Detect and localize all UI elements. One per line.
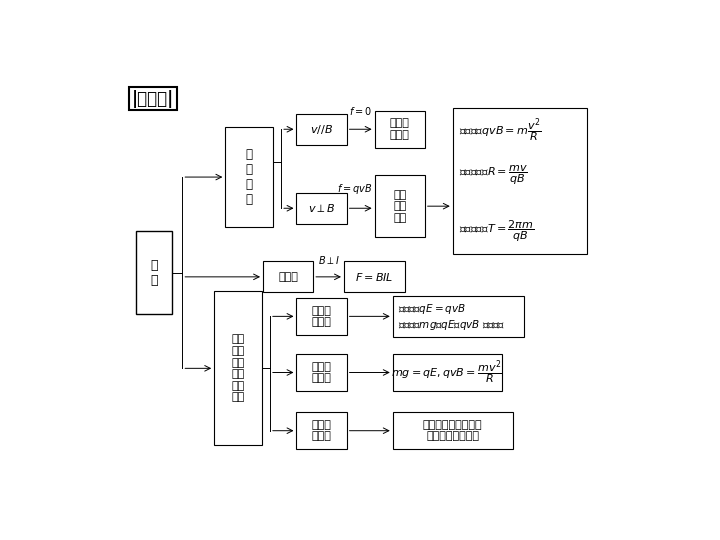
- Bar: [392, 354, 502, 391]
- Bar: [297, 412, 347, 449]
- Bar: [297, 354, 347, 391]
- Text: 无重力：$qE=qvB$: 无重力：$qE=qvB$: [398, 302, 467, 316]
- Text: 安培力: 安培力: [278, 272, 298, 282]
- Text: 磁
场: 磁 场: [150, 259, 158, 287]
- Bar: [344, 261, 405, 293]
- Bar: [392, 295, 524, 337]
- Bar: [225, 127, 273, 227]
- Bar: [392, 412, 513, 449]
- Text: 半径公式：$R = \dfrac{mv}{qB}$: 半径公式：$R = \dfrac{mv}{qB}$: [459, 163, 528, 187]
- Text: 洛
伦
兹
力: 洛 伦 兹 力: [246, 148, 253, 206]
- Text: 匀速圆
周运动: 匀速圆 周运动: [312, 362, 331, 383]
- Text: $B \perp I$: $B \perp I$: [318, 254, 339, 266]
- Text: 周期公式：$T = \dfrac{2\pi m}{qB}$: 周期公式：$T = \dfrac{2\pi m}{qB}$: [459, 218, 534, 244]
- Bar: [297, 113, 347, 145]
- Text: 向心力：$qvB = m\dfrac{v^2}{R}$: 向心力：$qvB = m\dfrac{v^2}{R}$: [459, 117, 542, 145]
- Bar: [136, 231, 172, 314]
- Bar: [263, 261, 313, 293]
- Bar: [374, 111, 425, 148]
- Text: 一般曲
线运动: 一般曲 线运动: [312, 420, 331, 442]
- Text: $f = 0$: $f = 0$: [349, 105, 372, 117]
- Bar: [297, 298, 347, 335]
- Text: $v // B$: $v // B$: [310, 123, 333, 136]
- Text: $v \perp B$: $v \perp B$: [307, 202, 336, 214]
- Bar: [374, 175, 425, 238]
- Text: $F = BIL$: $F = BIL$: [356, 271, 394, 283]
- Text: 带电
粒子
在复
合场
中的
运动: 带电 粒子 在复 合场 中的 运动: [231, 334, 245, 402]
- Text: 有重力：$mg$、$qE$、$qvB$ 三力平衡: 有重力：$mg$、$qE$、$qvB$ 三力平衡: [398, 318, 505, 332]
- Text: $mg = qE, qvB = \dfrac{mv^2}{R}$: $mg = qE, qvB = \dfrac{mv^2}{R}$: [392, 359, 503, 387]
- Text: 匀速直
线运动: 匀速直 线运动: [390, 118, 410, 140]
- Text: 匀速
圆周
运动: 匀速 圆周 运动: [393, 190, 406, 223]
- Bar: [453, 109, 587, 254]
- Bar: [297, 193, 347, 224]
- Text: 匀速直
线运动: 匀速直 线运动: [312, 306, 331, 327]
- Bar: [214, 292, 261, 446]
- Text: $f = qvB$: $f = qvB$: [338, 182, 373, 196]
- Text: 遵循能量守恒定律，
可从功能关系入手: 遵循能量守恒定律， 可从功能关系入手: [423, 420, 482, 442]
- Text: |想一想|: |想一想|: [132, 90, 174, 108]
